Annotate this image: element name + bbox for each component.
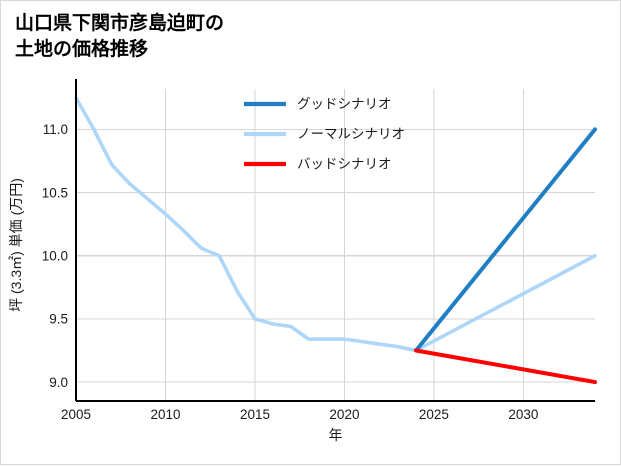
legend-label: バッドシナリオ <box>297 157 392 172</box>
gridlines <box>75 89 595 401</box>
x-tick-label: 2005 <box>61 407 91 422</box>
axis-spines <box>74 79 595 403</box>
x-tick-label: 2030 <box>508 407 538 422</box>
y-tick-label: 10.0 <box>42 248 68 263</box>
y-axis-label: 坪 (3.3㎡) 単価 (万円) <box>8 178 24 312</box>
x-tick-label: 2010 <box>150 407 180 422</box>
x-tick-label: 2020 <box>329 407 359 422</box>
series-group <box>74 96 597 385</box>
y-tick-label: 9.0 <box>49 375 68 390</box>
y-axis-ticks: 9.0 9.5 10.0 10.5 11.0 <box>42 122 68 390</box>
series-line-normal <box>74 96 597 353</box>
legend-label: グッドシナリオ <box>297 97 392 112</box>
series-line-bad <box>414 348 597 385</box>
chart-title: 山口県下関市彦島迫町の 土地の価格推移 <box>15 13 225 60</box>
legend-label: ノーマルシナリオ <box>297 127 405 142</box>
y-tick-label: 11.0 <box>43 122 68 137</box>
x-tick-label: 2025 <box>419 407 449 422</box>
x-tick-label: 2015 <box>240 407 270 422</box>
x-axis-ticks: 2005 2010 2015 2020 2025 2030 <box>61 407 538 422</box>
y-tick-label: 9.5 <box>49 312 68 327</box>
y-tick-label: 10.5 <box>42 185 68 200</box>
x-axis-label: 年 <box>329 427 343 443</box>
series-line-good <box>414 127 597 353</box>
